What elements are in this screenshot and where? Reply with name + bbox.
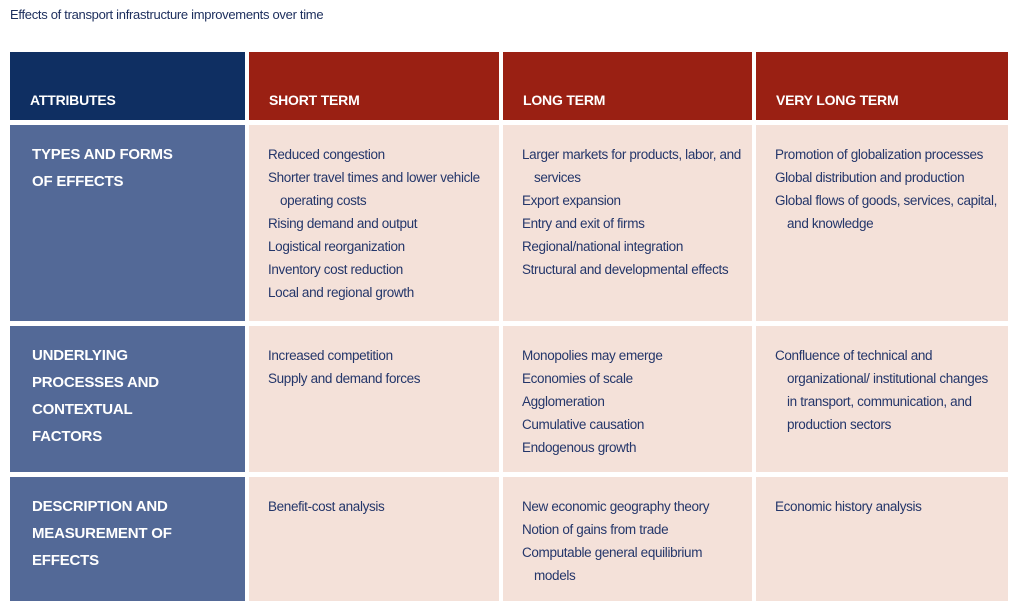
cell-item: Increased competition (268, 348, 393, 363)
cell-item: Structural and developmental effects (522, 262, 729, 277)
cell: Confluence of technical and organization… (756, 326, 1008, 472)
cell-item: Endogenous growth (522, 440, 637, 455)
cell: Benefit-cost analysis (249, 477, 499, 601)
cell-item: Notion of gains from trade (522, 522, 669, 537)
cell-item: Supply and demand forces (268, 371, 421, 386)
cell-item: Inventory cost reduction (268, 262, 403, 277)
cell: Larger markets for products, labor, and … (503, 125, 752, 321)
header-cell: SHORT TERM (249, 52, 499, 120)
cell-item: Entry and exit of firms (522, 216, 645, 231)
cell-item: Economies of scale (522, 371, 633, 386)
table: ATTRIBUTES SHORT TERM LONG TERM VERY LONG T… (10, 52, 1008, 601)
cell-item: Agglomeration (522, 394, 605, 409)
cell-item: Promotion of globalization processes (775, 147, 984, 162)
cell: Increased competition Supply and demand f… (249, 326, 499, 472)
cell-item: Larger markets for products, labor, and … (522, 147, 741, 185)
cell: Economic history analysis (756, 477, 1008, 601)
cell-item: Rising demand and output (268, 216, 418, 231)
cell-item: Economic history analysis (775, 499, 922, 514)
row-label: DESCRIPTION AND MEASUREMENT OF EFFECTS (10, 477, 245, 601)
cell: Monopolies may emerge Economies of scale A… (503, 326, 752, 472)
title: Effects of transport infrastructure impr… (10, 7, 324, 22)
cell-item: Monopolies may emerge (522, 348, 663, 363)
cell-item: Regional/national integration (522, 239, 683, 254)
cell-item: Global distribution and production (775, 170, 965, 185)
cell: New economic geography theory Notion of g… (503, 477, 752, 601)
row-label: UNDERLYING PROCESSES AND CONTEXTUAL FACT… (10, 326, 245, 472)
cell: Reduced congestion Shorter travel times a… (249, 125, 499, 321)
cell-item: Export expansion (522, 193, 621, 208)
header-cell: VERY LONG TERM (756, 52, 1008, 120)
cell-item: New economic geography theory (522, 499, 710, 514)
cell-item: Reduced congestion (268, 147, 385, 162)
row-label: TYPES AND FORMS OF EFFECTS (10, 125, 245, 321)
cell-item: Confluence of technical and organization… (775, 348, 988, 432)
header-cell: LONG TERM (503, 52, 752, 120)
cell-item: Benefit-cost analysis (268, 499, 385, 514)
cell: Promotion of globalization processes Glob… (756, 125, 1008, 321)
cell-item: Local and regional growth (268, 285, 414, 300)
cell-item: Shorter travel times and lower vehicle o… (268, 170, 480, 208)
cell-item: Global flows of goods, services, capital… (775, 193, 998, 231)
cell-item: Cumulative causation (522, 417, 645, 432)
header-cell: ATTRIBUTES (10, 52, 245, 120)
cell-item: Logistical reorganization (268, 239, 405, 254)
cell-item: Computable general equilibrium models (522, 545, 703, 583)
